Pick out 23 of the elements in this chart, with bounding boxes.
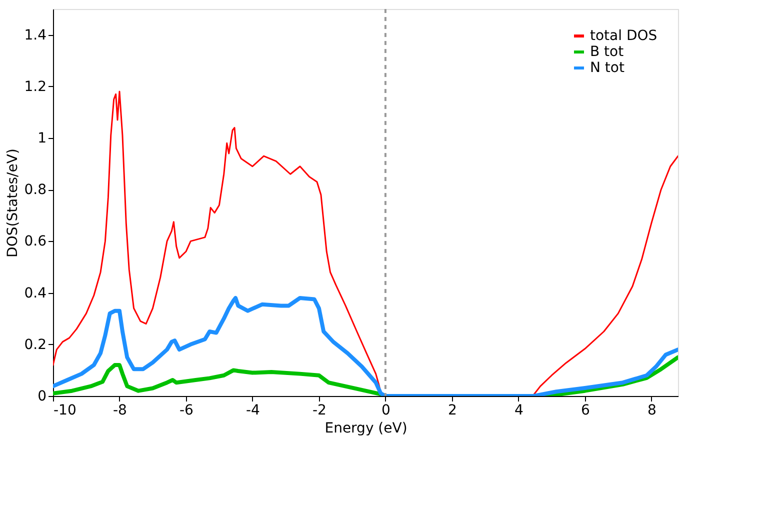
- x-tick-label: -4: [246, 402, 260, 418]
- y-tick-label: 0.8: [24, 182, 46, 198]
- x-tick-label: 2: [448, 402, 457, 418]
- legend-label: N tot: [590, 60, 625, 76]
- y-axis-title: DOS(States/eV): [5, 148, 22, 258]
- y-tick-label: 0.2: [24, 336, 46, 353]
- x-tick-label: 0: [381, 402, 390, 418]
- x-tick-label: 6: [580, 402, 590, 418]
- y-tick-label: 1.2: [24, 78, 46, 95]
- legend-label: B tot: [590, 44, 624, 60]
- x-tick-label: -10: [54, 402, 76, 418]
- x-tick-label: -2: [312, 402, 326, 418]
- x-tick-label: -6: [179, 402, 194, 418]
- x-tick-label: -8: [113, 402, 127, 418]
- y-tick-label: 0.4: [24, 285, 47, 302]
- x-tick-label: 8: [647, 402, 656, 418]
- y-tick-label: 0.6: [24, 234, 47, 250]
- x-tick-label: 4: [514, 402, 524, 418]
- y-tick-label: 1.4: [24, 27, 47, 44]
- y-tick-label: 1: [38, 130, 46, 146]
- y-tick-label: 0: [38, 388, 46, 404]
- x-axis-title: Energy (eV): [324, 420, 408, 436]
- legend-label: total DOS: [590, 28, 658, 44]
